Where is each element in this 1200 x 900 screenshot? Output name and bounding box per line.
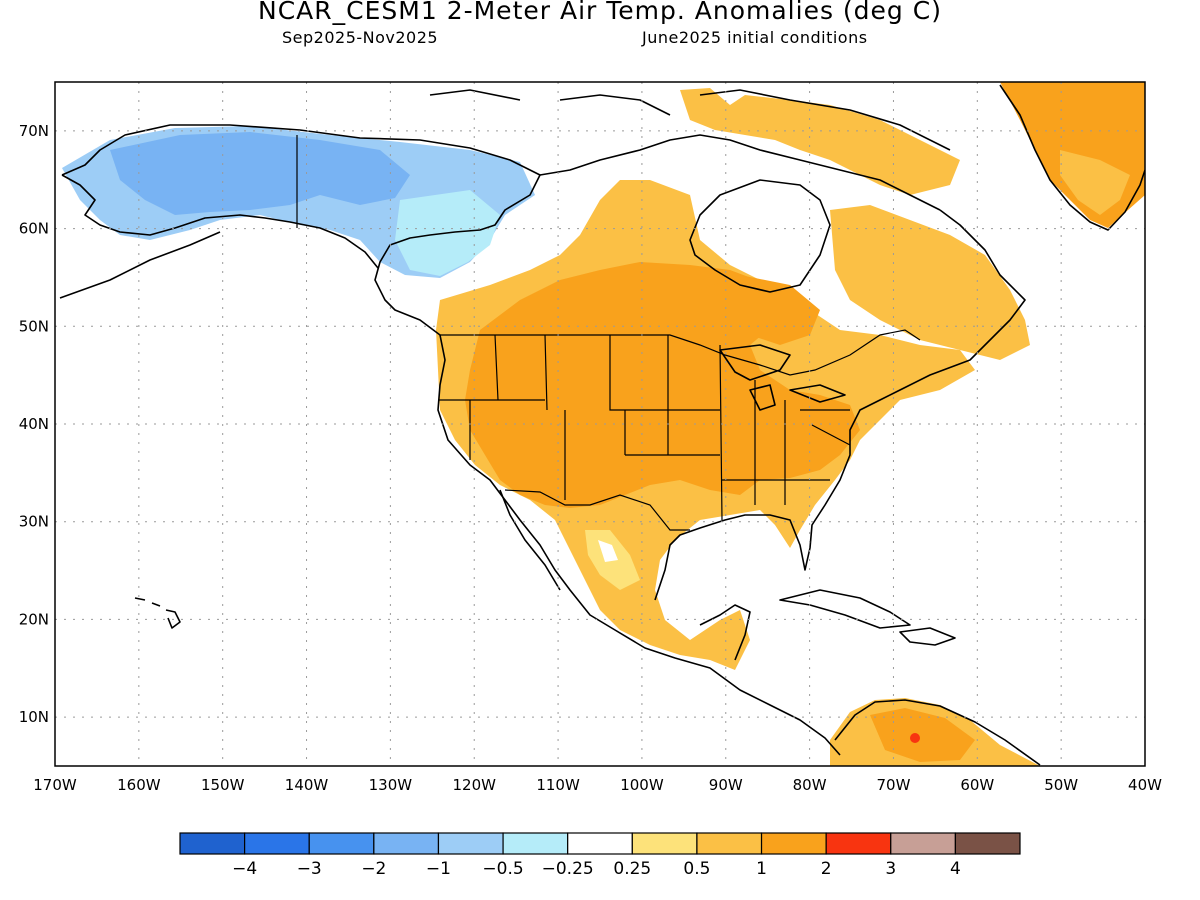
yucatan-coastline xyxy=(699,604,751,661)
gulf-coastline xyxy=(654,209,1026,601)
latitude-tick-label: 20N xyxy=(19,610,49,628)
longitude-tick-label: 90W xyxy=(709,776,743,794)
colorbar-swatch xyxy=(308,832,375,855)
us-canada-border xyxy=(440,329,921,376)
colorbar-label: 0.25 xyxy=(613,859,651,879)
longitude-tick-label: 60W xyxy=(960,776,994,794)
forecast-period: Sep2025-Nov2025 xyxy=(282,28,439,47)
colorbar-label: −0.5 xyxy=(482,859,523,879)
longitude-tick-label: 160W xyxy=(117,776,161,794)
colorbar-swatch xyxy=(179,832,246,855)
colorbar-label: −1 xyxy=(426,859,451,879)
longitude-tick-label: 50W xyxy=(1044,776,1078,794)
longitude-tick-label: 130W xyxy=(369,776,413,794)
canada-east-hot-patch xyxy=(700,275,820,345)
colorbar-label: −4 xyxy=(232,859,257,879)
latitude-tick-label: 30N xyxy=(19,513,49,531)
colorbar-swatch xyxy=(502,832,569,855)
colorbar-swatch xyxy=(954,832,1021,855)
anomaly-map xyxy=(59,82,1145,766)
longitude-tick-label: 110W xyxy=(536,776,580,794)
colorbar-label: −2 xyxy=(361,859,386,879)
arctic-coastline xyxy=(429,89,951,211)
hispaniola-coastline xyxy=(899,627,956,646)
longitude-labels: 170W 160W 150W 140W 130W 120W 110W 100W 90W 80W 70… xyxy=(33,776,1162,794)
colorbar-label: 2 xyxy=(821,859,832,879)
hawaii-islands xyxy=(134,597,181,629)
colorbar-labels: −4 −3 −2 −1 −0.5 −0.25 0.25 0.5 1 2 3 4 xyxy=(232,859,961,879)
colorbar-label: 3 xyxy=(885,859,896,879)
us-state-lines xyxy=(438,334,851,521)
latitude-tick-label: 60N xyxy=(19,220,49,238)
greenland-light-patch xyxy=(1060,150,1130,215)
us-mexico-border xyxy=(504,489,690,531)
colorbar-swatch xyxy=(696,832,763,855)
longitude-tick-label: 100W xyxy=(620,776,664,794)
latitude-tick-label: 40N xyxy=(19,415,49,433)
south-america-hot-patch xyxy=(870,708,975,762)
longitude-tick-label: 40W xyxy=(1128,776,1162,794)
longitude-tick-label: 170W xyxy=(33,776,77,794)
colorbar-swatch xyxy=(567,832,633,855)
longitude-tick-label: 140W xyxy=(285,776,329,794)
colorbar-swatch xyxy=(437,832,504,855)
south-america-coastline xyxy=(834,699,1041,766)
map-frame xyxy=(54,81,1146,767)
greenland-coastline xyxy=(999,84,1145,231)
longitude-tick-label: 70W xyxy=(877,776,911,794)
hudson-bay-coastline xyxy=(689,179,831,293)
political-boundaries xyxy=(296,135,921,531)
latitude-tick-label: 10N xyxy=(19,708,49,726)
latitude-tick-label: 50N xyxy=(19,317,49,335)
south-america-hottest-spot xyxy=(910,733,920,743)
latitude-labels: 10N 20N 30N 40N 50N 60N 70N xyxy=(19,122,49,726)
latitude-tick-label: 70N xyxy=(19,122,49,140)
pacific-coastline xyxy=(437,334,841,756)
colorbar-label: 1 xyxy=(756,859,767,879)
colorbar xyxy=(179,832,1021,855)
cuba-coastline xyxy=(779,589,911,629)
alaska-colder-core xyxy=(110,132,410,215)
mexico-white-spot xyxy=(598,540,618,562)
longitude-tick-label: 120W xyxy=(452,776,496,794)
colorbar-swatch xyxy=(825,832,892,855)
colorbar-swatch xyxy=(631,832,698,855)
colorbar-swatch xyxy=(760,832,827,855)
colorbar-label: −0.25 xyxy=(542,859,594,879)
colorbar-swatch xyxy=(890,832,956,855)
colorbar-swatch xyxy=(244,832,310,855)
longitude-tick-label: 80W xyxy=(793,776,827,794)
colorbar-label: −3 xyxy=(297,859,322,879)
colorbar-swatch xyxy=(373,832,440,855)
hudson-east-anomaly xyxy=(830,205,1030,360)
arctic-islands-anomaly xyxy=(680,88,960,195)
colorbar-label: 4 xyxy=(950,859,961,879)
colorbar-label: 0.5 xyxy=(683,859,710,879)
initial-conditions: June2025 initial conditions xyxy=(642,28,868,47)
map-title: NCAR_CESM1 2-Meter Air Temp. Anomalies (… xyxy=(258,0,942,25)
baja-coastline xyxy=(499,489,561,591)
coastlines xyxy=(59,84,1145,766)
longitude-tick-label: 150W xyxy=(201,776,245,794)
alaska-coastline xyxy=(59,124,541,336)
graticule xyxy=(55,82,1145,766)
